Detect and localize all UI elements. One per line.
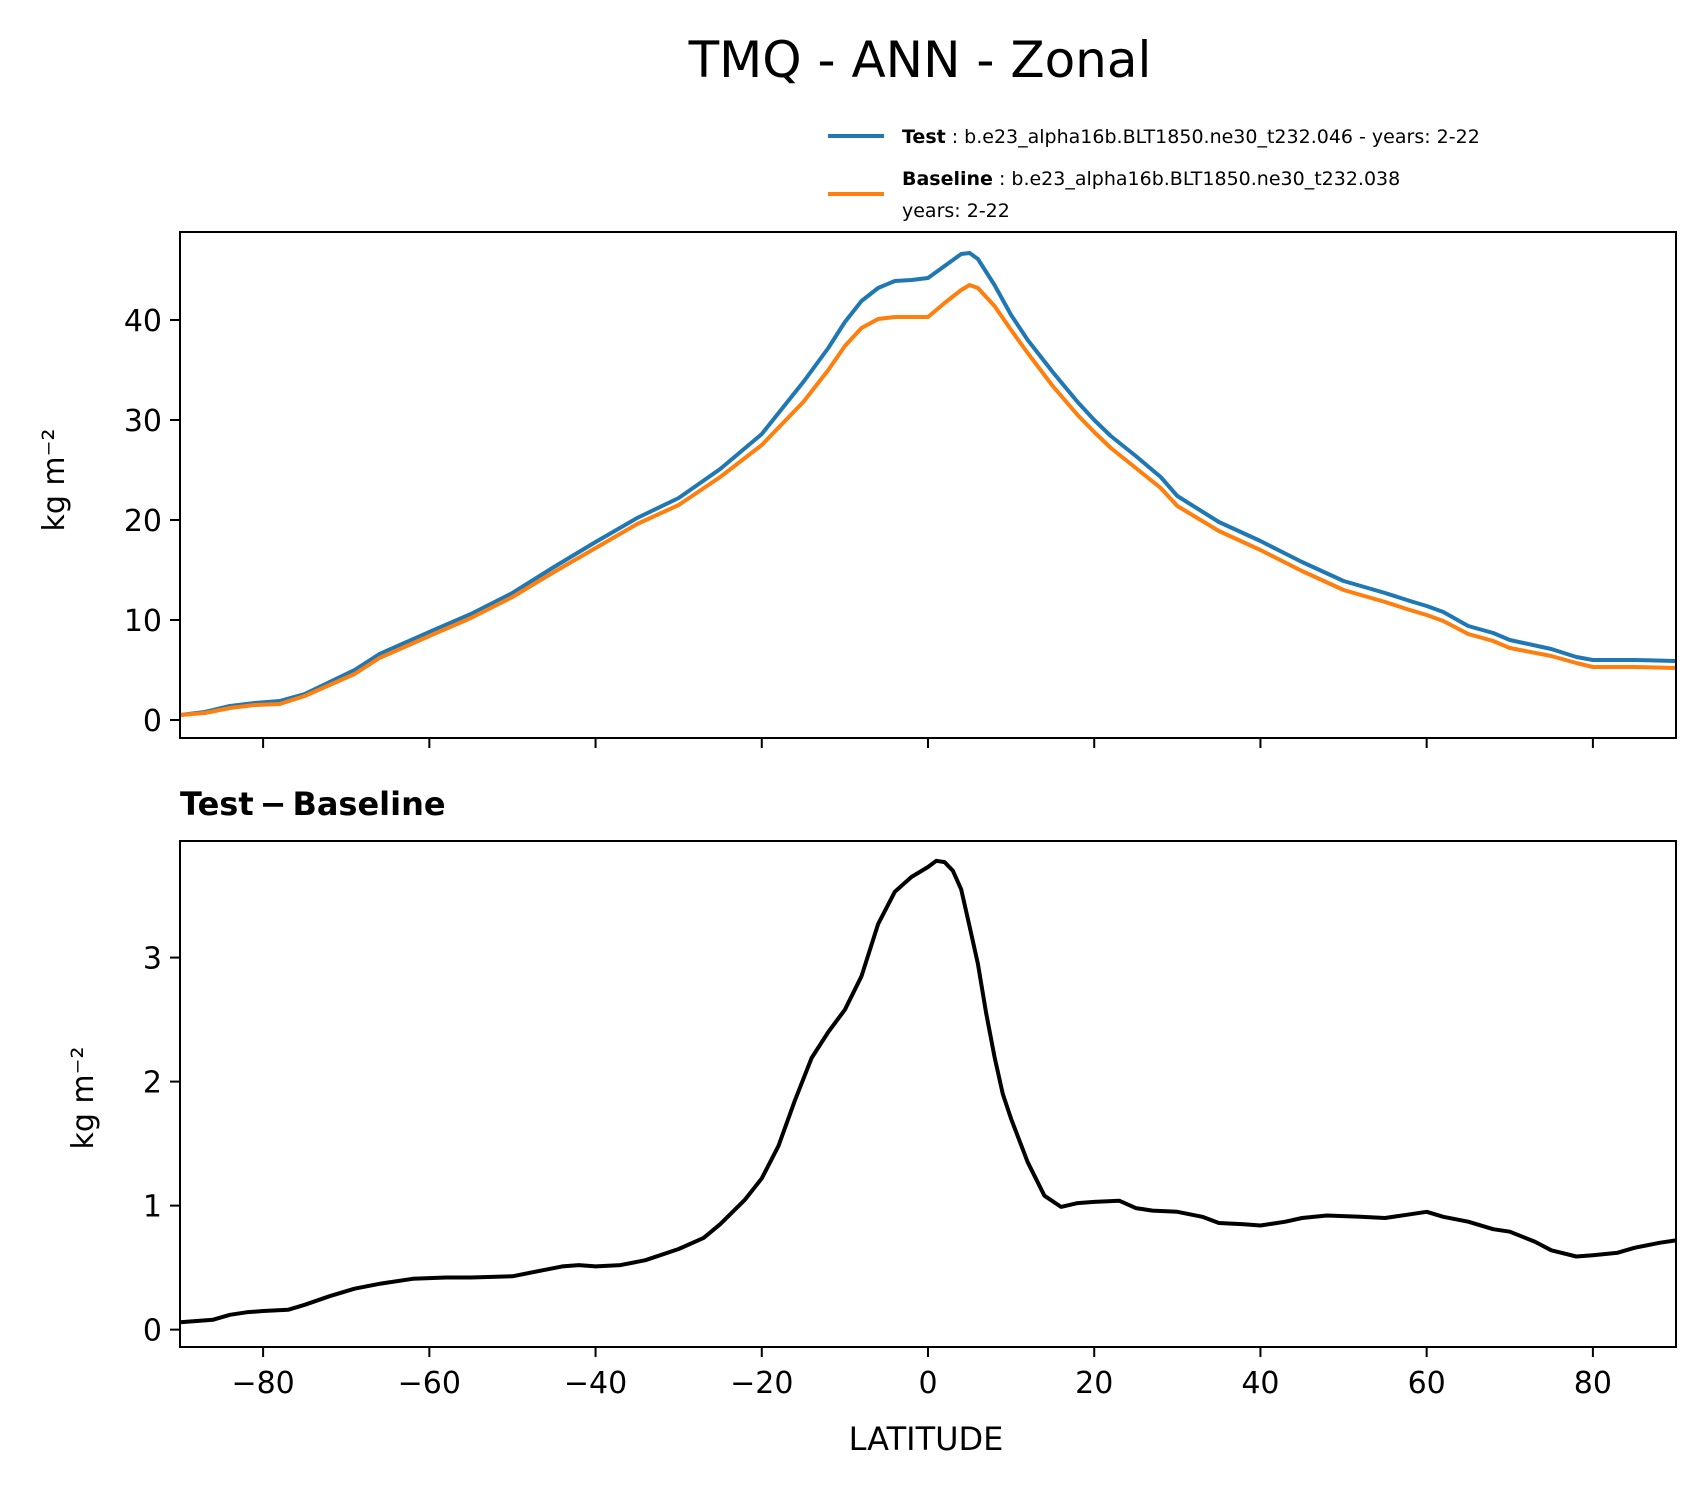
x-tick-label: −20 (730, 1366, 793, 1401)
axes-frame (179, 840, 1677, 1348)
legend-baseline-text-line2: years: 2-22 (902, 200, 1010, 222)
difference-series-line (180, 858, 1676, 1325)
diff-title-part1: Test (180, 785, 254, 823)
y-tick-label: 30 (124, 404, 162, 439)
axes-frame (179, 231, 1677, 739)
y-tick-label: 20 (124, 504, 162, 539)
y-tick-label: 0 (143, 704, 162, 739)
y-tick-label: 1 (143, 1190, 162, 1225)
x-tick-label: −60 (398, 1366, 461, 1401)
diff-title-part2: Baseline (292, 785, 445, 823)
y-tick-label: 40 (124, 304, 162, 339)
x-axis-label: LATITUDE (849, 1420, 1004, 1458)
x-tick-label: 0 (918, 1366, 937, 1401)
difference-panel-title: Test − Baseline (180, 785, 446, 823)
legend: Test : b.e23_alpha16b.BLT1850.ne30_t232.0… (828, 126, 1480, 222)
legend-baseline-label: Baseline (902, 168, 993, 190)
y-tick-label: 3 (143, 942, 162, 977)
test-series-line (180, 251, 1676, 717)
y-tick-label: 10 (124, 604, 162, 639)
x-tick-label: −80 (231, 1366, 294, 1401)
bottom-y-axis-label: kg m⁻² (66, 1046, 101, 1149)
baseline-series-line (180, 283, 1676, 717)
x-tick-label: 60 (1408, 1366, 1446, 1401)
y-tick-label: 0 (143, 1314, 162, 1349)
x-tick-label: −40 (564, 1366, 627, 1401)
y-tick-label: 2 (143, 1066, 162, 1101)
legend-test-text: : b.e23_alpha16b.BLT1850.ne30_t232.046 -… (952, 126, 1480, 148)
bottom-panel: 0 1 2 3 −80 −60 −40 −20 0 20 40 60 80 (143, 840, 1677, 1401)
x-tick-label: 40 (1241, 1366, 1279, 1401)
legend-test-entry: Test : b.e23_alpha16b.BLT1850.ne30_t232.0… (902, 126, 1480, 148)
x-tick-label: 20 (1075, 1366, 1113, 1401)
legend-baseline-text: : b.e23_alpha16b.BLT1850.ne30_t232.038 (999, 168, 1400, 190)
legend-test-label: Test (902, 126, 946, 148)
figure-title: TMQ - ANN - Zonal (688, 31, 1152, 89)
diff-title-minus: − (260, 785, 287, 823)
top-panel: 0 10 20 30 40 (124, 231, 1677, 748)
x-tick-label: 80 (1574, 1366, 1612, 1401)
legend-baseline-entry: Baseline : b.e23_alpha16b.BLT1850.ne30_t2… (902, 168, 1400, 190)
top-y-axis-label: kg m⁻² (37, 428, 72, 531)
